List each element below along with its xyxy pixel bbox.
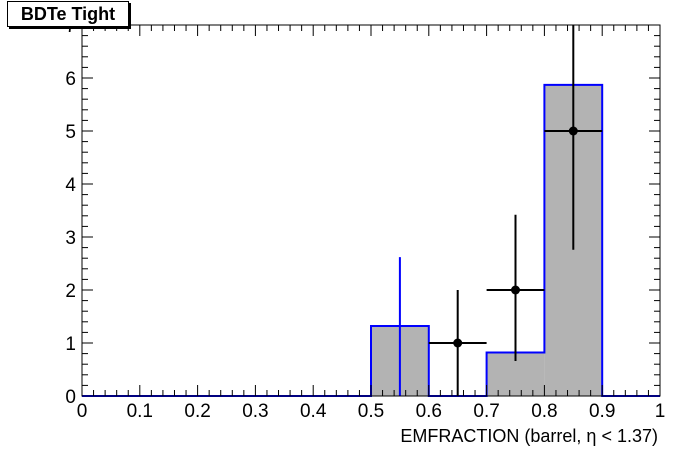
x-axis-ticks (81, 25, 661, 396)
y-axis-ticks (82, 24, 660, 397)
x-axis-label: EMFRACTION (barrel, η < 1.37) (400, 426, 658, 446)
x-tick-label: 0.8 (531, 401, 557, 422)
y-axis-tick-labels: 01234567 (65, 16, 76, 408)
data-point (453, 338, 463, 348)
y-tick-label: 6 (65, 69, 76, 90)
y-tick-label: 0 (65, 387, 76, 408)
y-tick-label: 2 (65, 281, 76, 302)
x-tick-label: 0.1 (127, 401, 153, 422)
x-tick-label: 0.3 (242, 401, 268, 422)
y-tick-label: 3 (65, 228, 76, 249)
y-tick-label: 4 (65, 175, 76, 196)
x-tick-label: 0.2 (184, 401, 210, 422)
x-tick-label: 0.5 (358, 401, 384, 422)
y-tick-label: 1 (65, 334, 76, 355)
x-tick-label: 0.9 (589, 401, 615, 422)
x-tick-label: 0.7 (473, 401, 499, 422)
data-point (511, 285, 520, 295)
x-tick-label: 0.4 (300, 401, 327, 422)
x-tick-label: 0 (77, 401, 88, 422)
data-points (428, 25, 603, 396)
y-tick-label: 5 (65, 122, 76, 143)
x-tick-label: 0.6 (416, 401, 442, 422)
x-tick-label: 1 (655, 401, 666, 422)
chart-title: BDTe Tight (7, 1, 129, 27)
x-axis-tick-labels: 0 0.1 0.2 0.3 0.4 0.5 0.6 0.7 0.8 0.9 1 (77, 401, 666, 422)
data-point (568, 126, 578, 136)
